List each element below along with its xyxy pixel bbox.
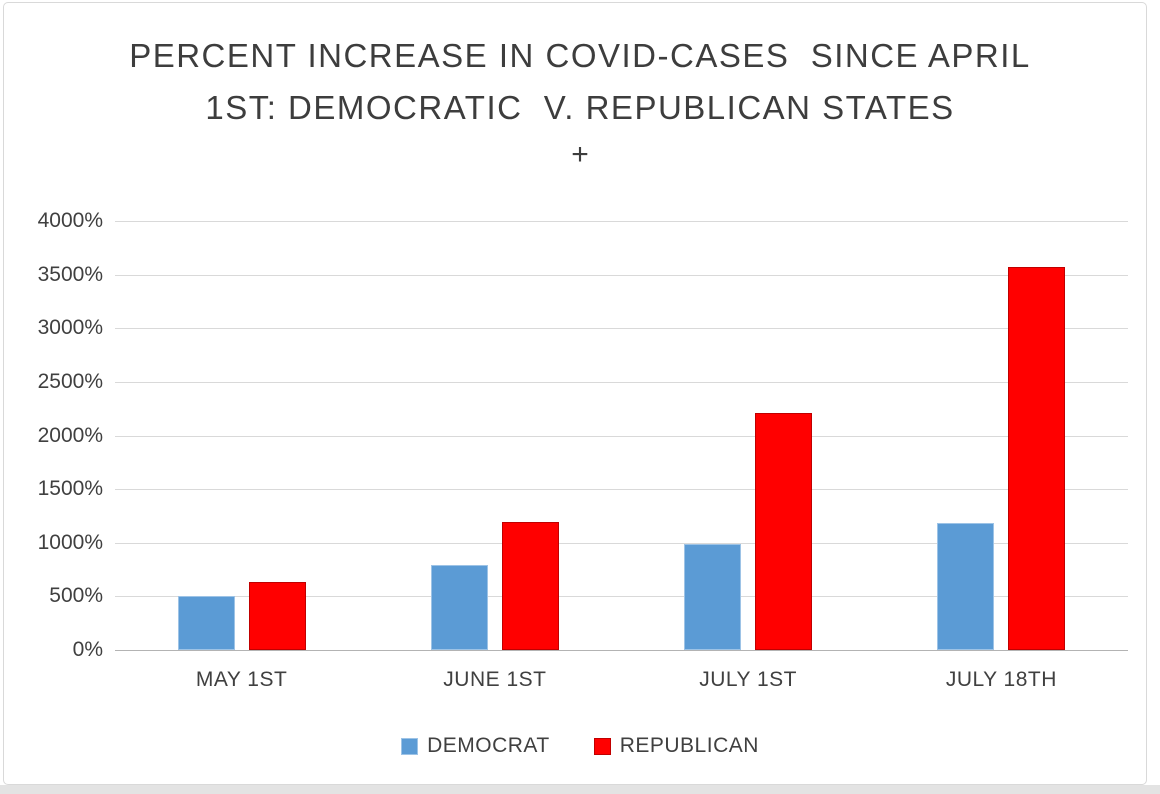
legend-label: DEMOCRAT [427, 734, 550, 757]
y-tick-label: 1000% [37, 530, 103, 554]
x-axis-line [115, 650, 1128, 651]
legend: DEMOCRAT REPUBLICAN [0, 734, 1160, 758]
y-tick-label: 2000% [37, 423, 103, 447]
legend-item-democrat: DEMOCRAT [401, 734, 550, 758]
y-tick-label: 500% [49, 584, 103, 608]
bar-democrat-may-1st [177, 596, 235, 650]
gridline [115, 381, 1128, 383]
bar-democrat-july-18th [937, 523, 995, 650]
gridline [115, 435, 1128, 437]
chart-frame [3, 2, 1147, 785]
x-category-label: JULY 18TH [945, 668, 1057, 691]
gridline [115, 489, 1128, 491]
gridline [115, 221, 1128, 222]
gridline [115, 542, 1128, 544]
y-tick-label: 4000% [37, 209, 103, 232]
y-tick-label: 3000% [37, 316, 103, 340]
gridline [115, 328, 1128, 330]
y-tick-label: 3500% [37, 262, 103, 286]
bar-democrat-june-1st [430, 565, 488, 650]
chart-title-line-2: 1ST: DEMOCRATIC V. REPUBLICAN STATES [205, 89, 955, 126]
bar-republican-july-18th [1008, 266, 1066, 650]
bar-republican-june-1st [501, 522, 559, 650]
gridline [115, 274, 1128, 276]
x-category-label: JUNE 1ST [443, 668, 547, 691]
bar-democrat-july-1st [684, 543, 742, 650]
plot-area: 0% 500% 1000% 1500% 2000% 2500% 3000% 3500% 4000… [0, 210, 1160, 691]
legend-item-republican: REPUBLICAN [593, 734, 759, 758]
y-tick-label: 2500% [37, 369, 103, 393]
legend-swatch-democrat [401, 737, 419, 755]
x-category-label: MAY 1ST [195, 668, 288, 691]
legend-swatch-republican [593, 737, 611, 755]
gridline [115, 596, 1128, 598]
x-category-label: JULY 1ST [699, 668, 797, 691]
bottom-strip [0, 785, 1160, 794]
bar-republican-may-1st [248, 582, 306, 650]
bar-republican-july-1st [755, 412, 813, 650]
chart-title-line-1: PERCENT INCREASE IN COVID-CASES SINCE AP… [129, 37, 1031, 74]
y-tick-label: 0% [72, 638, 103, 661]
chart-title: PERCENT INCREASE IN COVID-CASES SINCE AP… [0, 30, 1160, 176]
legend-label: REPUBLICAN [619, 734, 759, 757]
chart-title-plus: + [571, 138, 589, 171]
y-tick-label: 1500% [37, 477, 103, 501]
